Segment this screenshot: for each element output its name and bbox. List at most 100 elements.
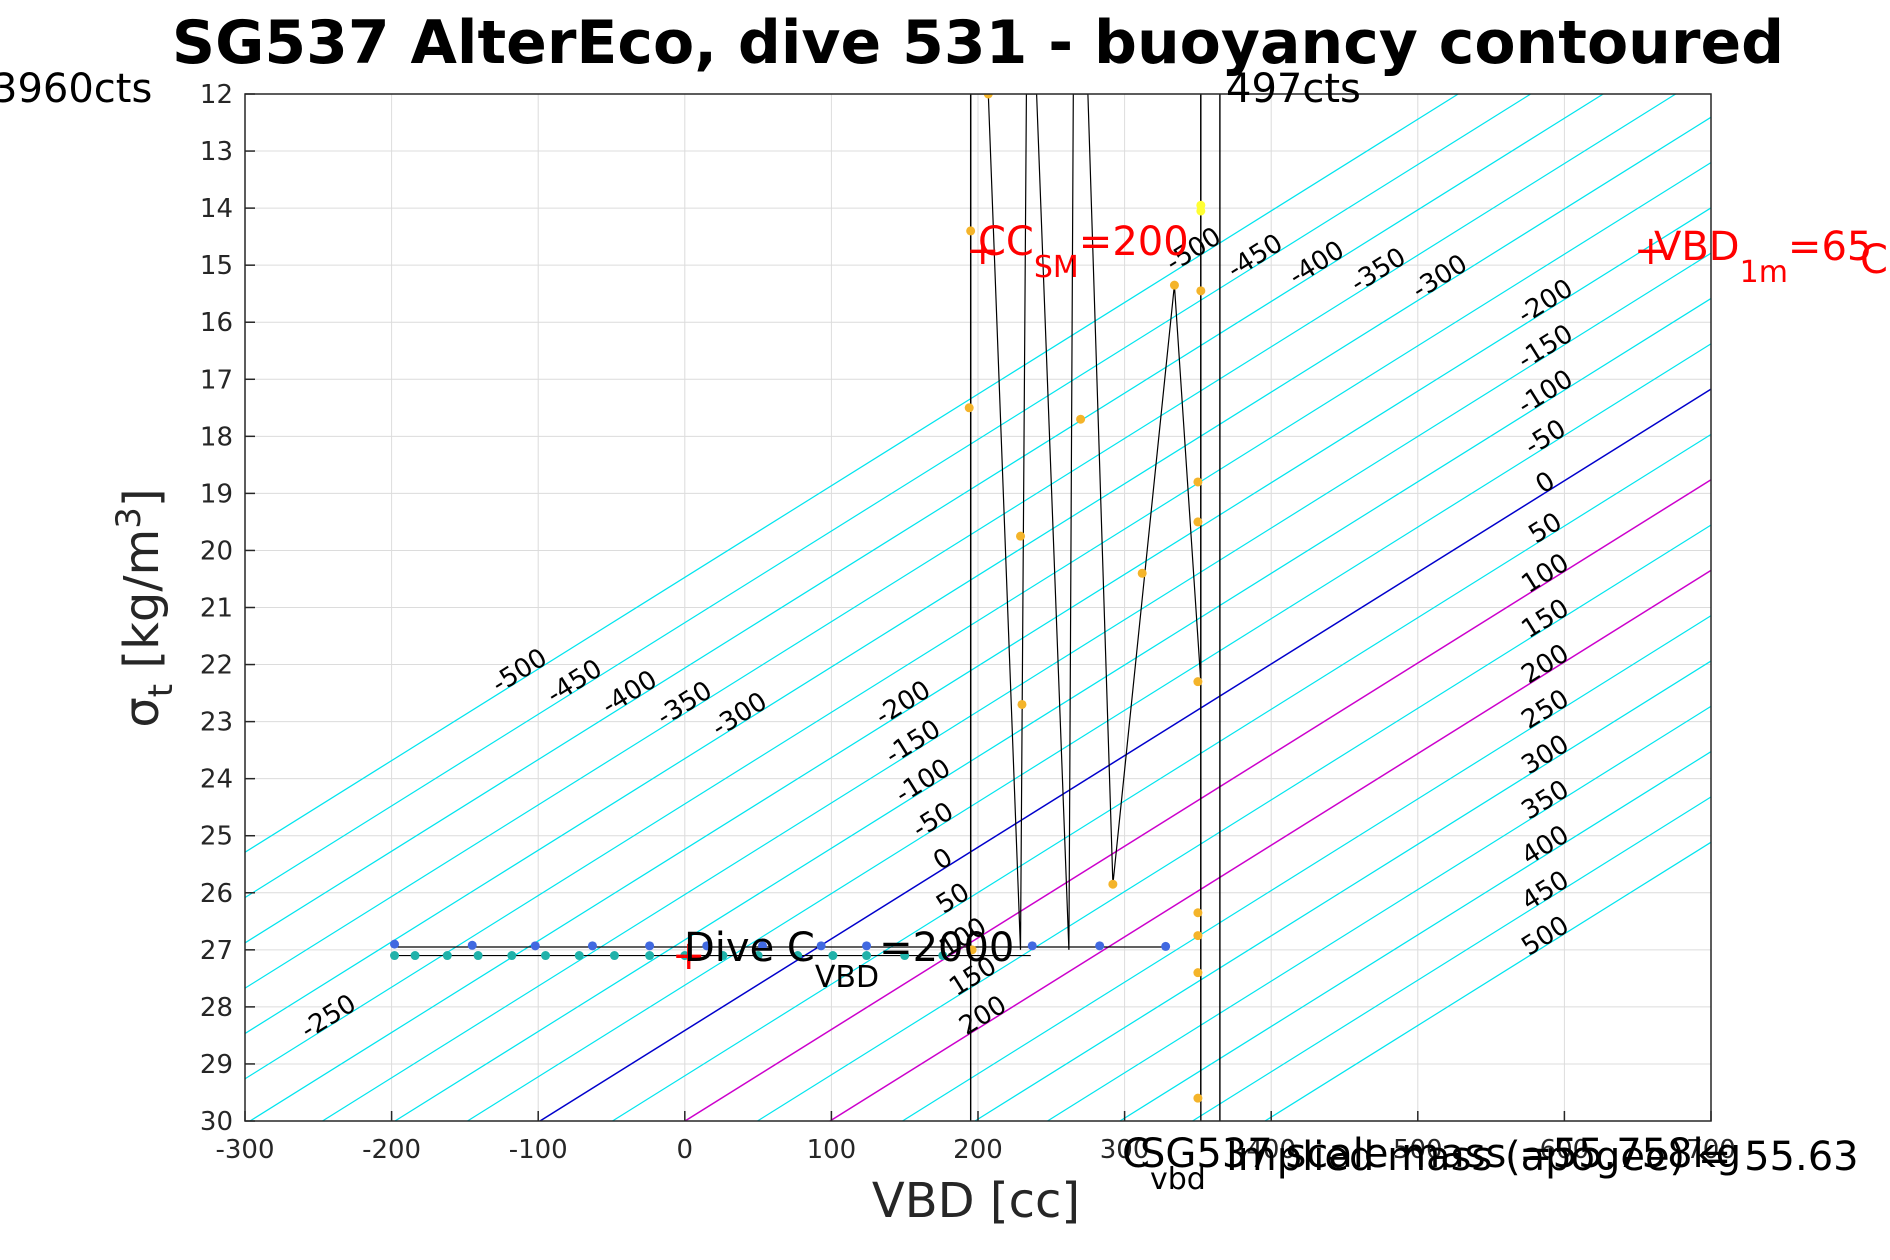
contour-line [1191, 796, 1711, 1121]
chart-title: SG537 AlterEco, dive 531 - buoyancy cont… [172, 8, 1784, 78]
data-point [442, 951, 452, 961]
scale-mass-label: SG537 scale mass =55.758kg [1140, 1131, 1741, 1177]
contour-line [683, 478, 1711, 1121]
data-point [1193, 677, 1203, 687]
y-tick-label: 21 [200, 594, 233, 624]
x-tick-label: 600 [1540, 1135, 1590, 1165]
data-point [983, 94, 993, 99]
data-point [862, 951, 872, 961]
y-tick-label: 25 [200, 822, 233, 852]
data-point [1196, 286, 1206, 296]
data-point [1193, 908, 1203, 918]
data-point [757, 941, 767, 951]
y-tick-label: 26 [200, 879, 233, 909]
contour-line [973, 660, 1711, 1121]
y-tick-label: 13 [200, 137, 233, 167]
contour-line [538, 388, 1711, 1121]
y-tick-label: 14 [200, 194, 233, 224]
axis-ticks: -300 -200 -100 0 100 200 300 400 500 600 700 12 13 14… [200, 80, 1736, 1165]
x-tick-label: 300 [1100, 1135, 1150, 1165]
data-point [1169, 280, 1179, 290]
cc-sm-label: CCSM=200 [978, 219, 1189, 285]
data-point [702, 941, 712, 951]
y-tick-label: 28 [200, 993, 233, 1023]
data-point [410, 951, 420, 961]
data-point [507, 951, 517, 961]
contour-line [393, 297, 1711, 1121]
contour-line [901, 614, 1711, 1121]
data-point [680, 951, 690, 961]
data-point [966, 226, 976, 236]
data-point [473, 951, 483, 961]
data-point [1017, 699, 1027, 709]
data-point [1193, 477, 1203, 487]
data-point [1193, 1093, 1203, 1103]
contour-line [1263, 841, 1711, 1121]
left-counts-label: 3960cts [0, 66, 152, 112]
x-tick-label: 0 [677, 1135, 694, 1165]
contour-line [245, 94, 1532, 899]
y-axis-label: σt [kg/m3] [109, 488, 181, 727]
data-point [530, 941, 540, 951]
y-tick-label: 27 [200, 936, 233, 966]
data-point [718, 951, 728, 961]
x-tick-label: 100 [807, 1135, 857, 1165]
profile-track [970, 94, 1202, 1099]
dive-cvbd-label: Dive CVBD=2000 [684, 925, 1014, 995]
contour-line [466, 343, 1711, 1121]
x-tick-label: 400 [1246, 1135, 1296, 1165]
contour-line [1046, 705, 1711, 1121]
data-point [793, 951, 803, 961]
x-tick-label: 500 [1393, 1135, 1443, 1165]
data-point [609, 951, 619, 961]
dive-cvbd-marker: + [672, 933, 706, 979]
data-point [862, 941, 872, 951]
contour-line [756, 524, 1711, 1121]
data-point [938, 951, 948, 961]
vbd-1m-label: VBD1m=65 [1654, 224, 1872, 290]
data-point [645, 941, 655, 951]
contour-line [245, 94, 1677, 989]
contour-line [245, 94, 1460, 853]
data-point [1095, 941, 1105, 951]
y-tick-label: 30 [200, 1107, 233, 1137]
c-vbd-label: Cvbd [1122, 1131, 1206, 1197]
data-point [467, 940, 477, 950]
x-axis-label: VBD [cc] [872, 1173, 1080, 1229]
data-points [390, 94, 1206, 1103]
data-point [1016, 531, 1026, 541]
contour-line [1118, 750, 1711, 1121]
y-tick-label: 22 [200, 651, 233, 681]
data-point [1161, 941, 1171, 951]
data-point [390, 939, 400, 949]
right-counts-label: 497cts [1226, 66, 1361, 112]
contour-line [321, 252, 1711, 1121]
x-tick-label: 700 [1686, 1135, 1736, 1165]
y-tick-label: 20 [200, 536, 233, 566]
dive-tracks [391, 94, 1221, 1121]
data-point [574, 951, 584, 961]
annotations: 3960cts 497cts + CCSM=200 + VBD1m=65 C +… [0, 66, 1888, 1197]
implied-mass-label: Implied mass (apogee) = 55.63 [1226, 1134, 1859, 1180]
y-tick-label: 15 [200, 251, 233, 281]
data-point [390, 951, 400, 961]
data-point [1108, 879, 1118, 889]
x-tick-label: -300 [215, 1135, 274, 1165]
data-point [1193, 517, 1203, 527]
x-tick-label: -100 [509, 1135, 568, 1165]
y-tick-label: 12 [200, 80, 233, 110]
y-tick-label: 29 [200, 1050, 233, 1080]
data-point [1196, 206, 1206, 216]
data-point [1137, 568, 1147, 578]
vbd-overflow-label: C [1860, 237, 1888, 283]
y-tick-label: 17 [200, 365, 233, 395]
y-tick-label: 18 [200, 422, 233, 452]
data-point [645, 951, 655, 961]
data-point [964, 403, 974, 413]
cc-sm-marker: + [966, 228, 1000, 274]
data-point [900, 951, 910, 961]
data-point [816, 941, 826, 951]
data-point [967, 945, 977, 955]
y-tick-label: 16 [200, 308, 233, 338]
